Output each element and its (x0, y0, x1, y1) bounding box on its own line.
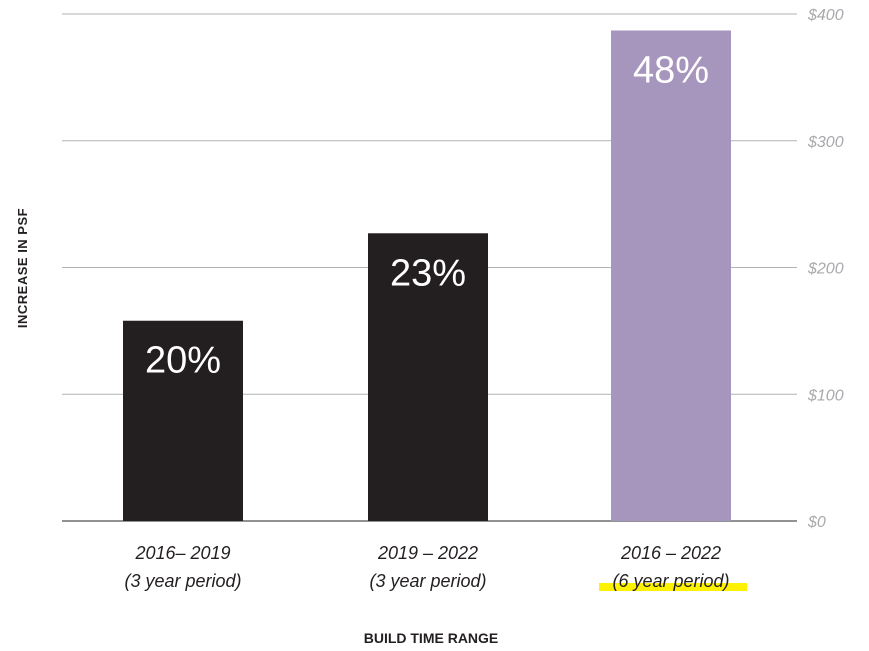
category-label: 2016– 2019 (134, 543, 230, 563)
category-label: 2019 – 2022 (377, 543, 478, 563)
data-label: 48% (633, 49, 709, 91)
x-axis-label: BUILD TIME RANGE (364, 630, 499, 646)
y-tick-label: $200 (807, 261, 844, 278)
highlight-mark (599, 583, 747, 591)
bars: 20% 23% 48% (123, 30, 731, 521)
category-label: (3 year period) (369, 571, 486, 591)
bar (368, 233, 488, 521)
category-label: 2016 – 2022 (620, 543, 721, 563)
y-tick-label: $300 (807, 134, 844, 151)
x-category-labels: 2016– 2019 (3 year period) 2019 – 2022 (3 y… (124, 543, 747, 591)
y-tick-labels: $0 $100 $200 $300 $400 (807, 7, 844, 531)
data-label: 23% (390, 252, 466, 294)
y-tick-label: $400 (807, 7, 844, 24)
bar (123, 320, 243, 521)
y-tick-label: $100 (807, 387, 844, 404)
y-axis-label: INCREASE IN PSF (15, 208, 30, 328)
category-label: (6 year period) (612, 571, 729, 591)
data-label: 20% (145, 340, 221, 382)
category-label: (3 year period) (124, 571, 241, 591)
y-tick-label: $0 (807, 514, 826, 531)
bar (611, 30, 731, 521)
